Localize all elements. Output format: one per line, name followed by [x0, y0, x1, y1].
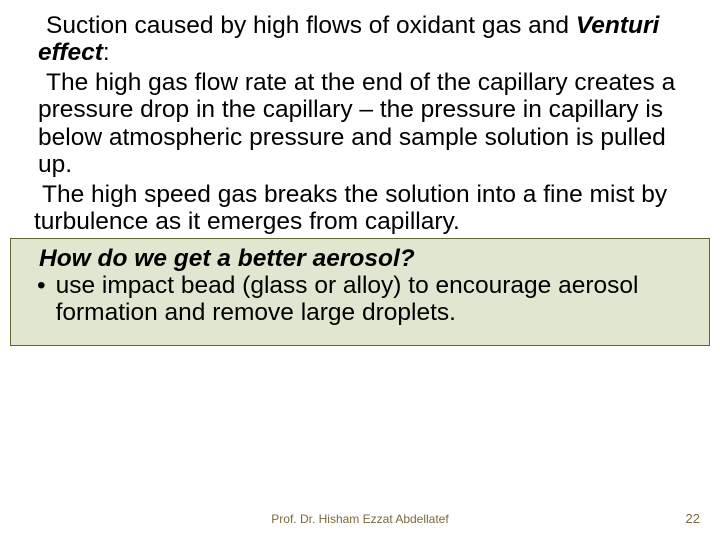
paragraph-highspeed: The high speed gas breaks the solution i… — [28, 181, 692, 236]
paragraph-suction: Suction caused by high flows of oxidant … — [28, 12, 692, 67]
text-suction-a: Suction caused by high flows of oxidant … — [46, 12, 576, 39]
highlight-box: How do we get a better aerosol? • use im… — [10, 238, 710, 346]
paragraph-flowrate: The high gas flow rate at the end of the… — [28, 69, 692, 179]
text-suction-b: : — [103, 39, 110, 66]
bullet-impact-bead: • use impact bead (glass or alloy) to en… — [25, 272, 695, 327]
question-aerosol: How do we get a better aerosol? — [25, 245, 695, 272]
bullet-dot-icon: • — [37, 272, 56, 327]
bullet-text: use impact bead (glass or alloy) to enco… — [56, 272, 695, 327]
footer-author: Prof. Dr. Hisham Ezzat Abdellatef — [0, 512, 720, 526]
slide: Suction caused by high flows of oxidant … — [0, 0, 720, 540]
page-number: 22 — [686, 511, 700, 526]
